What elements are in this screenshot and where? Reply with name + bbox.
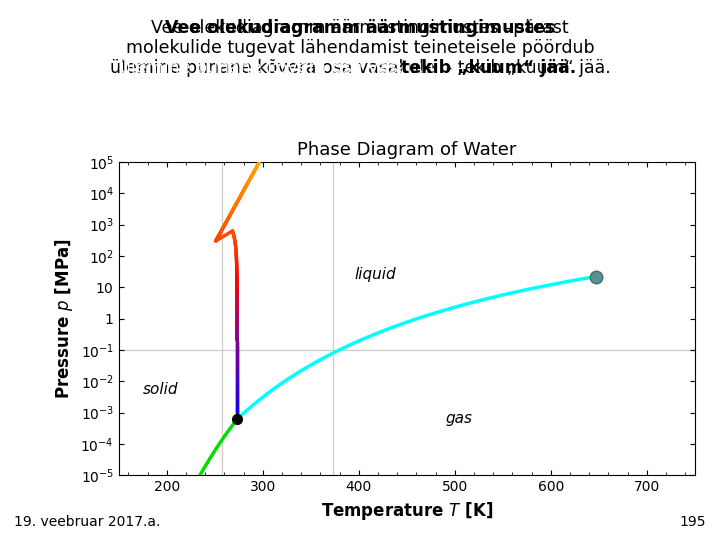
Title: Phase Diagram of Water: Phase Diagram of Water — [297, 141, 516, 159]
Text: tekib „kuum“ jää.: tekib „kuum“ jää. — [143, 59, 577, 77]
Text: 195: 195 — [679, 515, 706, 529]
Text: 19. veebruar 2017.a.: 19. veebruar 2017.a. — [14, 515, 161, 529]
Text: Vee olekudiagramm äärmustingimustes: Vee olekudiagramm äärmustingimustes — [165, 19, 555, 37]
Text: molekulide tugevat lähendamist teineteisele pöördub: molekulide tugevat lähendamist teineteis… — [126, 39, 594, 57]
Text: ülemine punane kõvera osa vasakule  -: ülemine punane kõvera osa vasakule - — [120, 59, 600, 77]
Text: Vee olekudiagramm äärmustingimustes –pärast: Vee olekudiagramm äärmustingimustes –pär… — [151, 19, 569, 37]
Text: solid: solid — [143, 382, 179, 397]
Text: liquid: liquid — [354, 267, 395, 282]
Y-axis label: Pressure $p$ [MPa]: Pressure $p$ [MPa] — [53, 238, 75, 399]
Text: ülemine punane kõvera osa vasakule  - tekib „kuum“ jää.: ülemine punane kõvera osa vasakule - tek… — [109, 59, 611, 77]
X-axis label: Temperature $T$ [K]: Temperature $T$ [K] — [320, 500, 493, 522]
Text: gas: gas — [445, 411, 472, 427]
